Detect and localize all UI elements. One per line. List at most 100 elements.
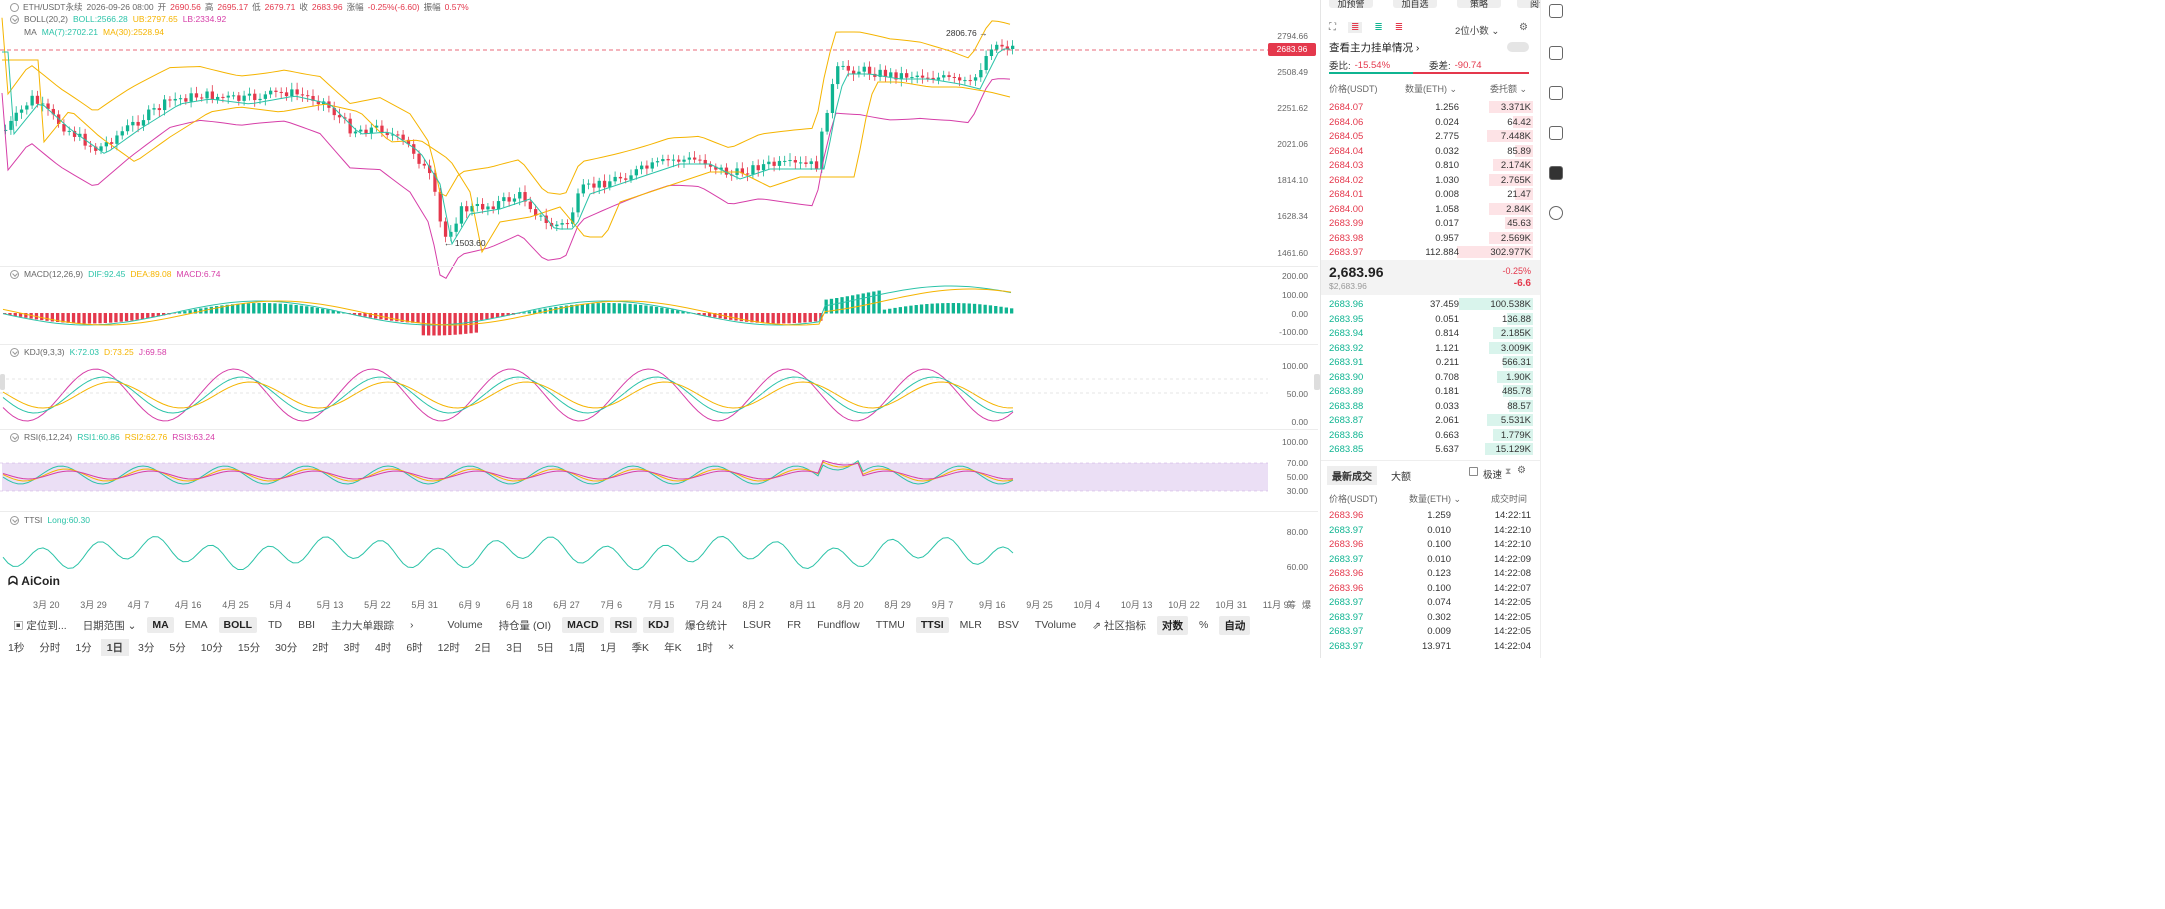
swap-icon[interactable]: [1549, 206, 1563, 220]
tf-line[interactable]: 分时: [39, 641, 61, 654]
community-indicator-button[interactable]: ⇗ 社区指标: [1087, 616, 1151, 635]
close-icon[interactable]: ×: [727, 641, 735, 653]
ask-row[interactable]: 2684.03 0.810 2.174K: [1329, 158, 1533, 173]
tf-1s[interactable]: 1秒: [8, 641, 25, 654]
collapse-icon[interactable]: [10, 432, 19, 442]
log-scale-toggle[interactable]: 对数: [1156, 615, 1188, 635]
notebook-icon[interactable]: [1549, 4, 1563, 18]
col-qty[interactable]: 数量(ETH) ⌄: [1405, 82, 1457, 95]
bid-row[interactable]: 2683.90 0.708 1.90K: [1329, 370, 1533, 385]
tf-1w[interactable]: 1周: [568, 641, 586, 654]
tf-3m[interactable]: 3分: [138, 641, 155, 654]
bid-row[interactable]: 2683.95 0.051 136.88: [1329, 312, 1533, 327]
tf-2h[interactable]: 2时: [312, 641, 329, 654]
tf-year[interactable]: 年K: [664, 641, 682, 654]
trade-row[interactable]: 2683.97 0.074 14:22:05: [1329, 595, 1533, 610]
collapse-icon[interactable]: [10, 515, 19, 525]
ttmu-toggle[interactable]: TTMU: [875, 619, 905, 631]
tab-latest-trades[interactable]: 最新成交: [1327, 466, 1377, 485]
tab-large-trades[interactable]: 大额: [1391, 472, 1411, 483]
trade-row[interactable]: 2683.97 13.971 14:22:04: [1329, 639, 1533, 654]
collapse-icon[interactable]: [10, 347, 19, 357]
date-range-button[interactable]: 日期范围 ⌄: [78, 616, 142, 635]
robot-icon[interactable]: [1549, 166, 1563, 180]
ask-row[interactable]: 2683.99 0.017 45.63: [1329, 216, 1533, 231]
bsv-toggle[interactable]: BSV: [997, 619, 1019, 631]
ema-toggle[interactable]: EMA: [184, 619, 208, 631]
mixed-view-icon[interactable]: ≣: [1348, 22, 1363, 33]
trade-row[interactable]: 2683.97 0.010 14:22:09: [1329, 552, 1533, 567]
tf-5d[interactable]: 5日: [537, 641, 554, 654]
tf-3d[interactable]: 3日: [506, 641, 523, 654]
tf-12h[interactable]: 12时: [437, 641, 460, 654]
bid-row[interactable]: 2683.86 0.663 1.779K: [1329, 428, 1533, 443]
settings-icon[interactable]: ⚙: [1519, 22, 1528, 33]
bid-row[interactable]: 2683.92 1.121 3.009K: [1329, 341, 1533, 356]
trade-row[interactable]: 2683.96 0.100 14:22:10: [1329, 537, 1533, 552]
trade-row[interactable]: 2683.97 0.302 14:22:05: [1329, 610, 1533, 625]
pane-divider[interactable]: [0, 266, 1318, 267]
oi-toggle[interactable]: 持仓量 (OI): [498, 619, 552, 632]
locate-button[interactable]: ▣ 定位到...: [8, 616, 72, 635]
tf-1mo[interactable]: 1月: [600, 641, 617, 654]
bid-row[interactable]: 2683.96 37.459 100.538K: [1329, 297, 1533, 312]
auto-scale-toggle[interactable]: 自动: [1219, 615, 1251, 635]
kdj-toggle[interactable]: KDJ: [643, 617, 675, 633]
tf-1m[interactable]: 1分: [75, 641, 92, 654]
ask-row[interactable]: 2684.07 1.256 3.371K: [1329, 100, 1533, 115]
col-total[interactable]: 委托额 ⌄: [1490, 82, 1527, 95]
ask-row[interactable]: 2684.00 1.058 2.84K: [1329, 202, 1533, 217]
strategy-button[interactable]: 策略: [1457, 0, 1501, 9]
ask-row[interactable]: 2684.02 1.030 2.765K: [1329, 173, 1533, 188]
bid-row[interactable]: 2683.94 0.814 2.185K: [1329, 326, 1533, 341]
tf-1h[interactable]: 1时: [696, 641, 713, 654]
whale-toggle-switch[interactable]: [1507, 42, 1529, 52]
add-watchlist-button[interactable]: 加自选: [1393, 0, 1437, 9]
layers-icon[interactable]: [1549, 86, 1563, 100]
percent-toggle[interactable]: %: [1198, 619, 1209, 631]
tf-1d[interactable]: 1日: [100, 638, 130, 656]
asks-view-icon[interactable]: ≣: [1394, 22, 1404, 33]
tf-5m[interactable]: 5分: [169, 641, 186, 654]
collapse-icon[interactable]: [10, 14, 19, 24]
td-toggle[interactable]: TD: [268, 619, 283, 631]
chevron-right-icon[interactable]: ›: [410, 619, 414, 631]
ask-row[interactable]: 2684.04 0.032 85.89: [1329, 144, 1533, 159]
pane-divider[interactable]: [0, 511, 1318, 512]
liquidation-button[interactable]: 爆: [1302, 601, 1312, 611]
tf-30m[interactable]: 30分: [275, 641, 298, 654]
lsur-toggle[interactable]: LSUR: [743, 619, 772, 631]
trade-row[interactable]: 2683.96 0.100 14:22:07: [1329, 581, 1533, 596]
whale-order-toggle[interactable]: 主力大单跟踪: [331, 619, 395, 632]
tf-quarter[interactable]: 季K: [631, 641, 650, 654]
ask-row[interactable]: 2683.98 0.957 2.569K: [1329, 231, 1533, 246]
whale-orders-link[interactable]: 查看主力挂单情况 ›: [1329, 40, 1419, 55]
collapse-icon[interactable]: [10, 269, 19, 279]
tf-6h[interactable]: 6时: [406, 641, 423, 654]
trade-row[interactable]: 2683.96 1.259 14:22:11: [1329, 508, 1533, 523]
rsi-toggle[interactable]: RSI: [609, 617, 638, 633]
ma-toggle[interactable]: MA: [147, 617, 174, 633]
chart-icon[interactable]: [1549, 126, 1563, 140]
tf-3h[interactable]: 3时: [343, 641, 360, 654]
trade-row[interactable]: 2683.97 0.010 14:22:10: [1329, 523, 1533, 538]
volume-toggle[interactable]: Volume: [447, 619, 483, 631]
bids-view-icon[interactable]: ≣: [1374, 22, 1383, 33]
col-trade-qty[interactable]: 数量(ETH) ⌄: [1409, 492, 1461, 505]
tf-15m[interactable]: 15分: [237, 641, 261, 654]
tf-10m[interactable]: 10分: [200, 641, 223, 654]
copy-icon[interactable]: [1549, 46, 1563, 60]
macd-toggle[interactable]: MACD: [562, 617, 604, 633]
read-button[interactable]: 阅读: [1517, 0, 1561, 9]
fundflow-toggle[interactable]: Fundflow: [817, 619, 860, 631]
left-collapse-handle[interactable]: [0, 374, 5, 390]
tf-4h[interactable]: 4时: [374, 641, 392, 654]
ask-row[interactable]: 2683.97 112.884 302.977K: [1329, 245, 1533, 260]
ask-row[interactable]: 2684.06 0.024 64.42: [1329, 115, 1533, 130]
liquidation-toggle[interactable]: 爆仓统计: [685, 619, 728, 632]
ask-row[interactable]: 2684.01 0.008 21.47: [1329, 187, 1533, 202]
boll-toggle[interactable]: BOLL: [218, 617, 258, 633]
pane-divider[interactable]: [0, 429, 1318, 430]
expand-icon[interactable]: ⛶: [1329, 22, 1336, 33]
bid-row[interactable]: 2683.85 5.637 15.129K: [1329, 442, 1533, 457]
